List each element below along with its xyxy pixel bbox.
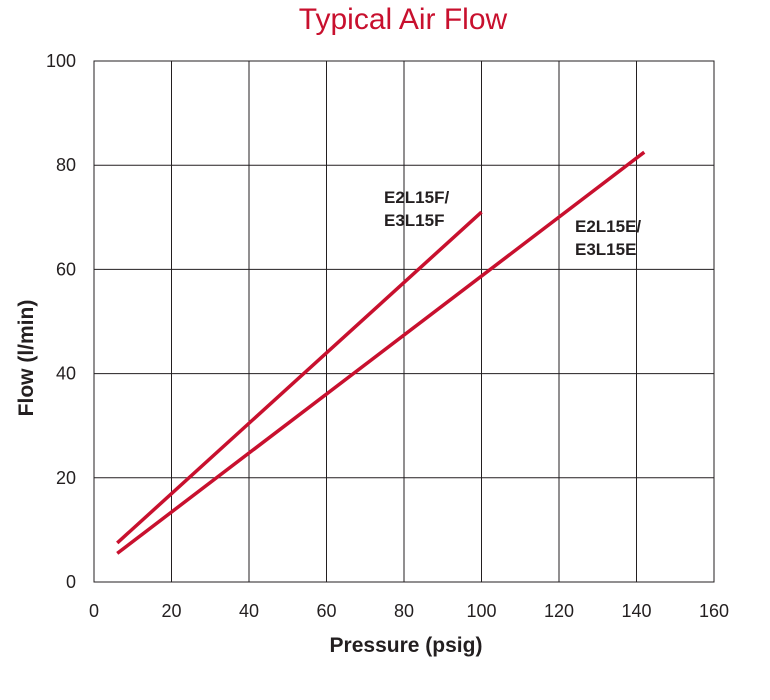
series-lines: [116, 150, 646, 555]
x-tick-label-80: 80: [394, 601, 414, 621]
series-label-e2l15e-line2: E3L15E: [575, 240, 636, 259]
y-tick-label-20: 20: [56, 468, 76, 488]
x-tick-label-60: 60: [316, 601, 336, 621]
series-label-e2l15e: E2L15E/ E3L15E: [575, 217, 646, 259]
x-tick-label-20: 20: [161, 601, 181, 621]
x-tick-label-40: 40: [239, 601, 259, 621]
y-tick-label-100: 100: [46, 51, 76, 71]
y-tick-label-0: 0: [66, 572, 76, 592]
x-tick-labels: 0 20 40 60 80 100 120 140 160: [89, 601, 729, 621]
x-tick-label-140: 140: [621, 601, 651, 621]
series-label-e2l15f-line2: E3L15F: [384, 211, 444, 230]
y-axis-label: Flow (l/min): [15, 300, 38, 417]
chart-title: Typical Air Flow: [299, 3, 508, 36]
series-line-e2l15f-e3l15f: [116, 210, 483, 545]
series-label-e2l15f-line1: E2L15F/: [384, 188, 449, 207]
y-tick-label-60: 60: [56, 259, 76, 279]
series-label-e2l15f: E2L15F/ E3L15F: [384, 188, 454, 230]
y-tick-label-40: 40: [56, 364, 76, 384]
grid-lines: [94, 61, 714, 582]
series-line-e2l15e-e3l15e: [116, 150, 646, 555]
series-label-e2l15e-line1: E2L15E/: [575, 217, 641, 236]
x-tick-label-100: 100: [466, 601, 496, 621]
y-tick-label-80: 80: [56, 155, 76, 175]
x-axis-label: Pressure (psig): [330, 634, 483, 657]
plot-frame: [93, 60, 715, 583]
x-tick-label-160: 160: [699, 601, 729, 621]
x-tick-label-0: 0: [89, 601, 99, 621]
y-tick-labels: 0 20 40 60 80 100: [46, 51, 76, 592]
x-tick-label-120: 120: [544, 601, 574, 621]
